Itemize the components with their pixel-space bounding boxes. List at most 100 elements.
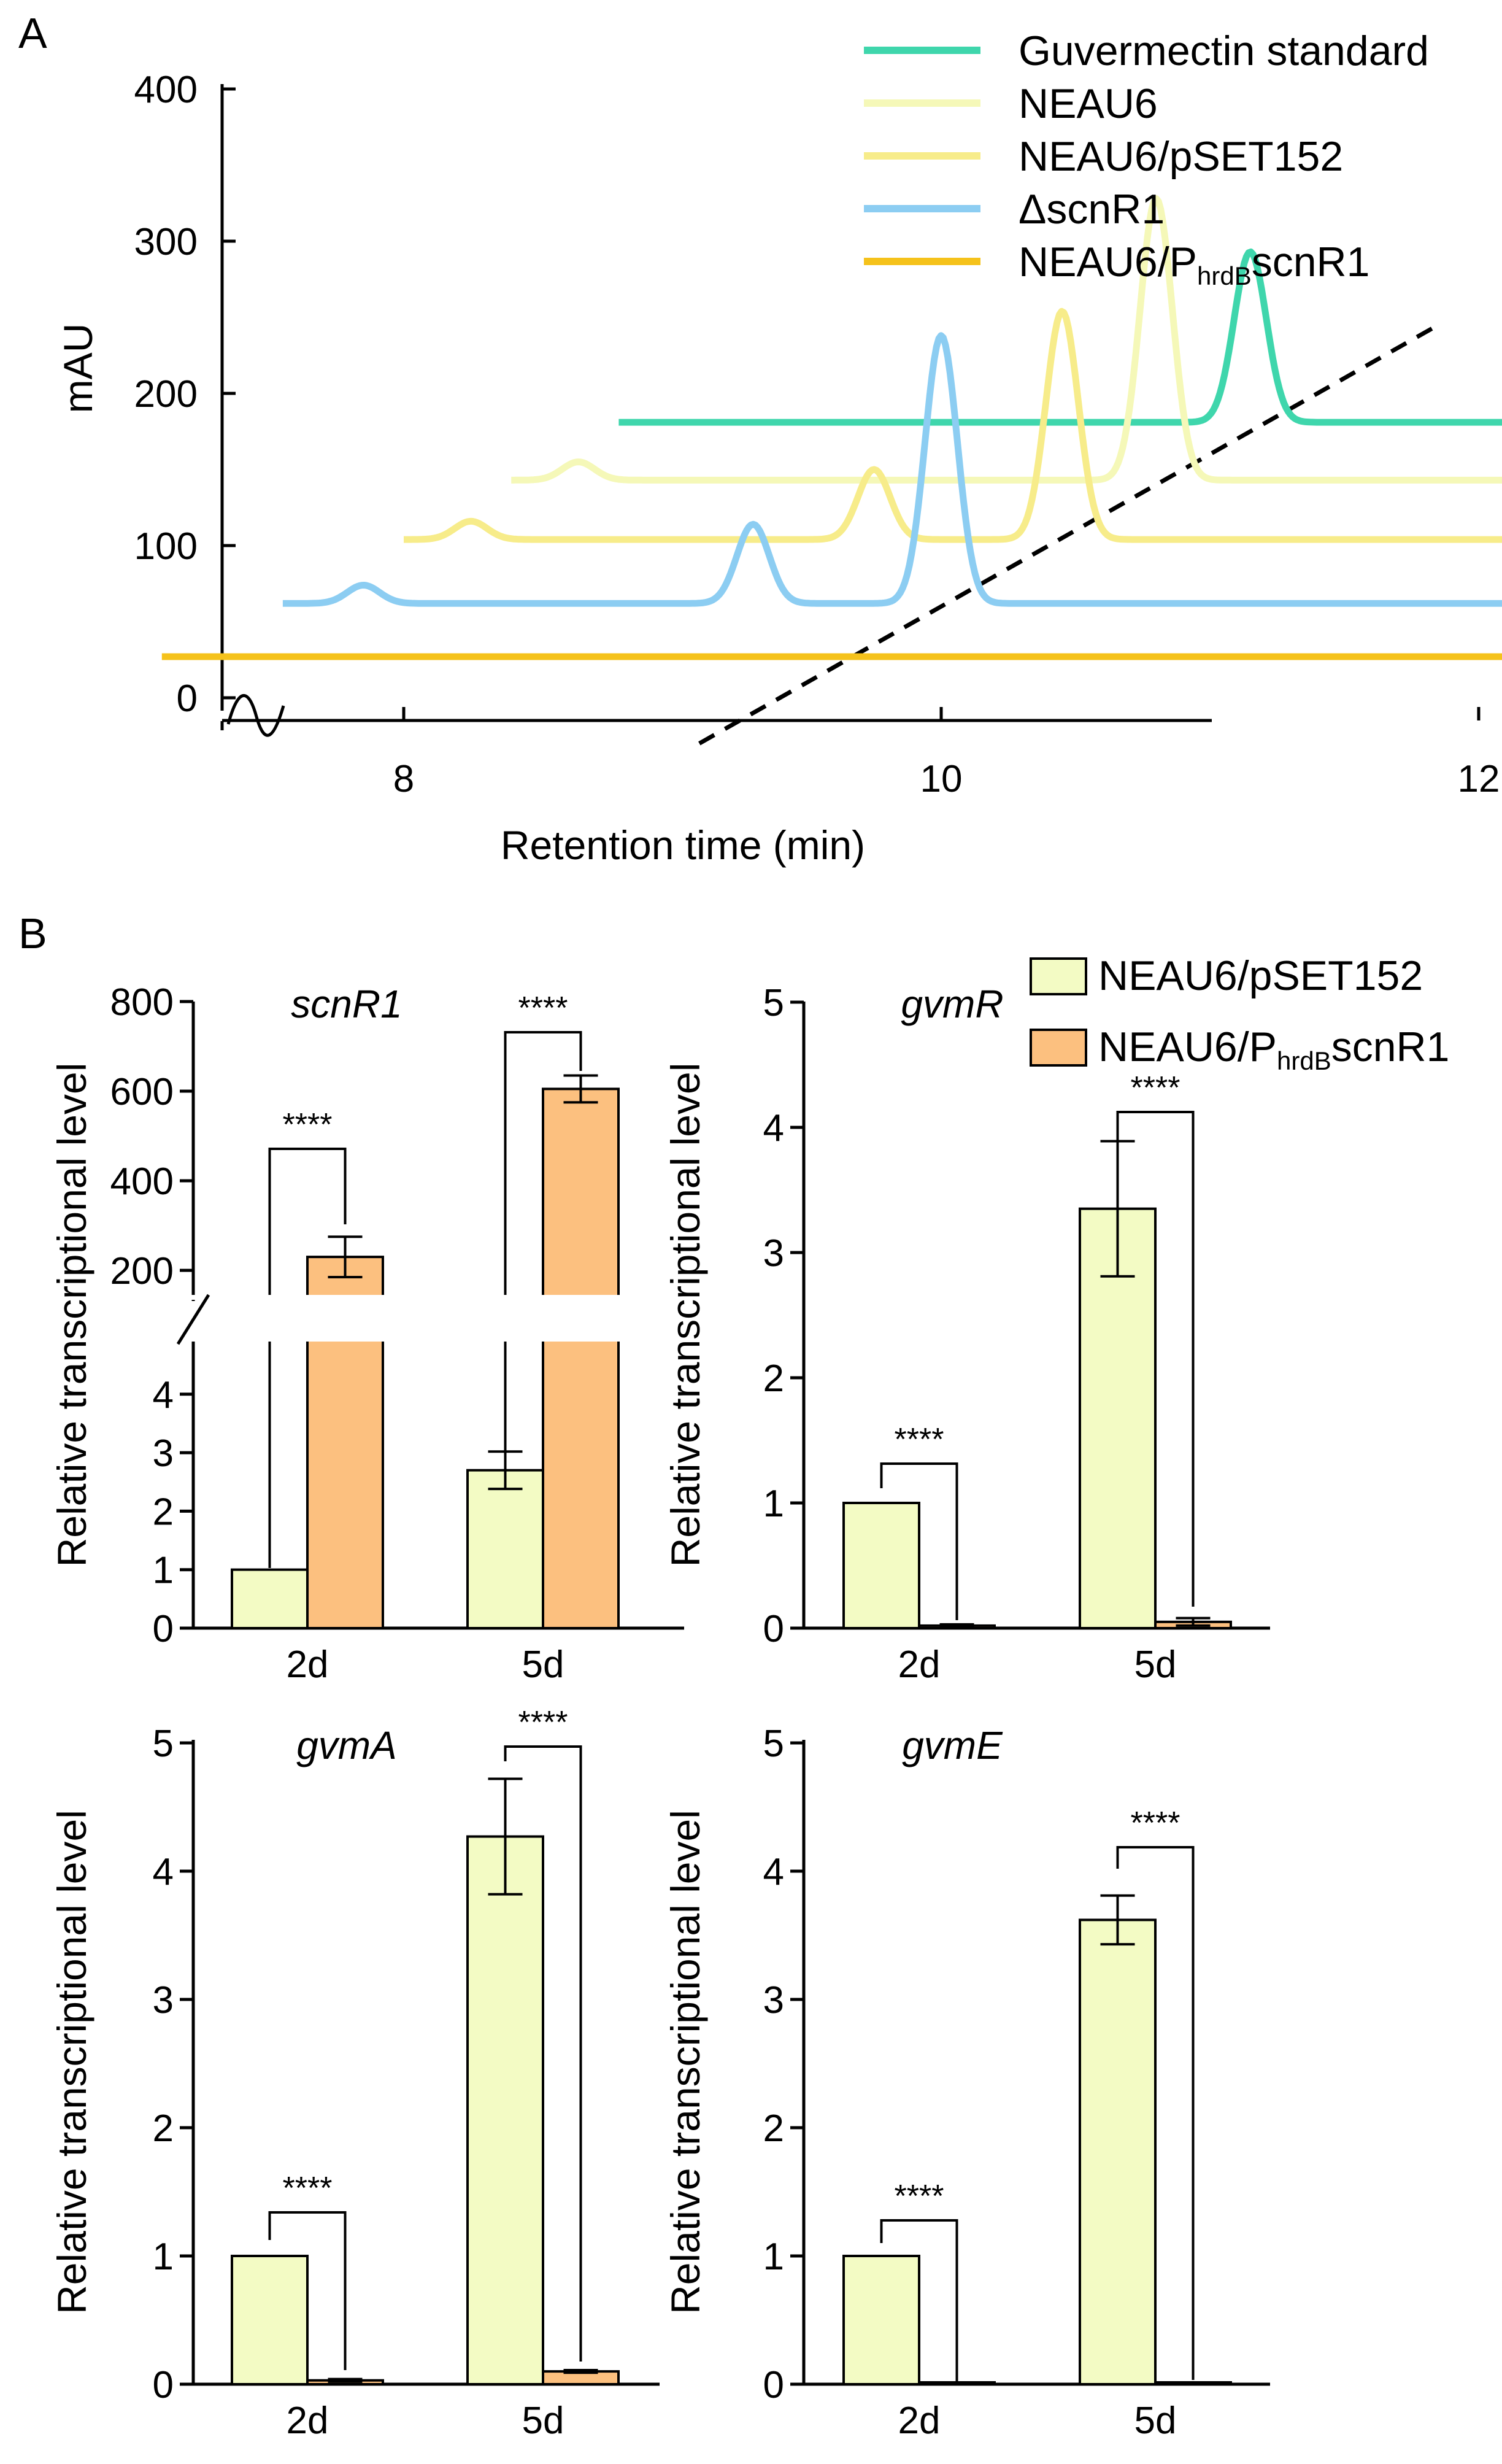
- significance-bracket: [268, 2211, 347, 2370]
- legend-label-subscript: hrdB: [1197, 261, 1252, 290]
- significance-stars: ****: [1131, 1070, 1180, 1106]
- legend-label-subscript: hrdB: [1277, 1046, 1331, 1075]
- significance-stars: ****: [283, 1107, 333, 1143]
- y-tick-label: 2: [153, 1491, 174, 1533]
- legend-label: NEAU6/PhrdBscnR1: [1019, 239, 1369, 290]
- bar: [1154, 2381, 1232, 2385]
- x-tick-label: 5d: [522, 2400, 564, 2442]
- x-tick-label: 5d: [1134, 2400, 1177, 2442]
- significance-bracket: [1116, 1846, 1195, 2380]
- y-tick-label: 800: [110, 981, 174, 1024]
- trace-2: [510, 195, 1502, 484]
- bar: [842, 1502, 920, 1629]
- x-tick-label: 2d: [287, 2400, 329, 2442]
- legend-swatch: [1030, 957, 1087, 995]
- significance-bracket: [1116, 1111, 1195, 1607]
- y-tick-label: 0: [763, 2364, 784, 2406]
- legend-label: NEAU6/pSET152: [1098, 952, 1423, 999]
- y-tick-label: 2: [153, 2107, 174, 2150]
- y-tick-label: 3: [763, 1232, 784, 1275]
- trace-3: [402, 307, 1502, 543]
- bar: [231, 2255, 309, 2385]
- significance-bracket: [880, 2219, 958, 2381]
- y-tick-label: 200: [110, 1250, 174, 1292]
- legend-label: NEAU6: [1019, 80, 1158, 127]
- x-tick-label: 8: [393, 758, 414, 800]
- significance-stars: ****: [895, 2179, 944, 2214]
- panel-b-label: B: [18, 910, 47, 957]
- gene-title: scnR1: [291, 982, 402, 1026]
- legend-label-part: scnR1: [1252, 239, 1370, 285]
- bar-chart-scnR1: 0 1 2 3 4 200 400 600 800 scnR1 Relative transcrip…: [49, 981, 684, 1686]
- bar: [466, 1835, 544, 2386]
- bar: [466, 1469, 544, 1629]
- y-tick-label: 1: [763, 1483, 784, 1525]
- y-axis-title: Relative transcriptional level: [49, 1810, 94, 2314]
- y-tick-label: 2: [763, 2107, 784, 2150]
- y-tick-label: 0: [153, 1608, 174, 1650]
- panel-a-label: A: [18, 9, 47, 57]
- y-tick-label: 5: [763, 982, 784, 1024]
- trace-4: [282, 332, 1502, 607]
- y-tick-label: 5: [153, 1723, 174, 1765]
- x-tick-label: 5d: [1134, 1643, 1177, 1686]
- y-tick-label: 5: [763, 1723, 784, 1765]
- y-tick-label: 1: [153, 2236, 174, 2278]
- y-tick-label: 0: [153, 2364, 174, 2406]
- y-tick-label: 4: [153, 1374, 174, 1416]
- significance-stars: ****: [283, 2171, 333, 2206]
- trace-1: [617, 249, 1502, 426]
- y-tick-label: 1: [153, 1550, 174, 1592]
- y-tick-label: 400: [134, 69, 198, 111]
- x-tick-label: 5d: [522, 1643, 564, 1686]
- y-tick-label: 300: [134, 221, 198, 263]
- bar: [918, 2381, 996, 2385]
- y-tick-label: 2: [763, 1358, 784, 1400]
- legend-label-part: NEAU6/P: [1098, 1024, 1277, 1070]
- y-axis-title: mAU: [55, 323, 101, 414]
- legend-label: ΔscnR1: [1019, 186, 1165, 233]
- x-axis-title: Retention time (min): [501, 822, 865, 868]
- hplc-chart: 01002003004008101214mAURetention time (m…: [55, 28, 1502, 868]
- legend-label-part: scnR1: [1331, 1024, 1450, 1070]
- y-tick-label: 3: [153, 1432, 174, 1475]
- x-tick-label: 2d: [898, 1643, 941, 1686]
- y-tick-label: 600: [110, 1071, 174, 1113]
- bar-chart-gvmA: 0 1 2 3 4 5 gvmA Relative transcriptional level…: [49, 1705, 660, 2442]
- significance-bracket: [504, 1031, 582, 1451]
- x-tick-label: 10: [920, 758, 963, 800]
- legend-label-part: NEAU6/P: [1019, 239, 1197, 285]
- bar: [1079, 1918, 1157, 2385]
- y-tick-label: 400: [110, 1161, 174, 1203]
- bar-chart-gvmR: 0 1 2 3 4 5 gvmR Relative transcriptional level…: [663, 952, 1449, 1686]
- y-tick-label: 100: [134, 525, 198, 568]
- bar-chart-gvmE: 0 1 2 3 4 5 gvmE Relative transcriptional level…: [663, 1723, 1270, 2442]
- significance-stars: ****: [895, 1422, 944, 1458]
- gene-title: gvmA: [296, 1723, 397, 1767]
- y-tick-label: 0: [177, 678, 198, 720]
- y-axis-title: Relative transcriptional level: [663, 1063, 708, 1567]
- y-tick-label: 0: [763, 1608, 784, 1650]
- x-tick-label: 2d: [898, 2400, 941, 2442]
- y-tick-label: 4: [763, 1107, 784, 1149]
- y-tick-label: 3: [763, 1979, 784, 2022]
- significance-stars: ****: [518, 1705, 568, 1740]
- peak-guide-line: [698, 323, 1440, 746]
- legend-label: NEAU6/pSET152: [1019, 133, 1343, 180]
- bar: [542, 1087, 620, 1629]
- axis-break-mark: [176, 1294, 210, 1345]
- axis-break-mark: [226, 694, 285, 737]
- axis-break-gap: [184, 1295, 650, 1342]
- significance-stars: ****: [518, 991, 568, 1026]
- legend-label: NEAU6/PhrdBscnR1: [1098, 1024, 1449, 1075]
- y-tick-label: 3: [153, 1979, 174, 2022]
- significance-bracket: [268, 1148, 347, 1568]
- significance-bracket: [504, 1745, 582, 2362]
- y-axis-title: Relative transcriptional level: [663, 1810, 708, 2314]
- y-tick-label: 4: [763, 1851, 784, 1893]
- bar: [231, 1568, 309, 1629]
- significance-stars: ****: [1131, 1806, 1180, 1841]
- bar: [842, 2255, 920, 2385]
- gene-title: gvmR: [901, 982, 1003, 1026]
